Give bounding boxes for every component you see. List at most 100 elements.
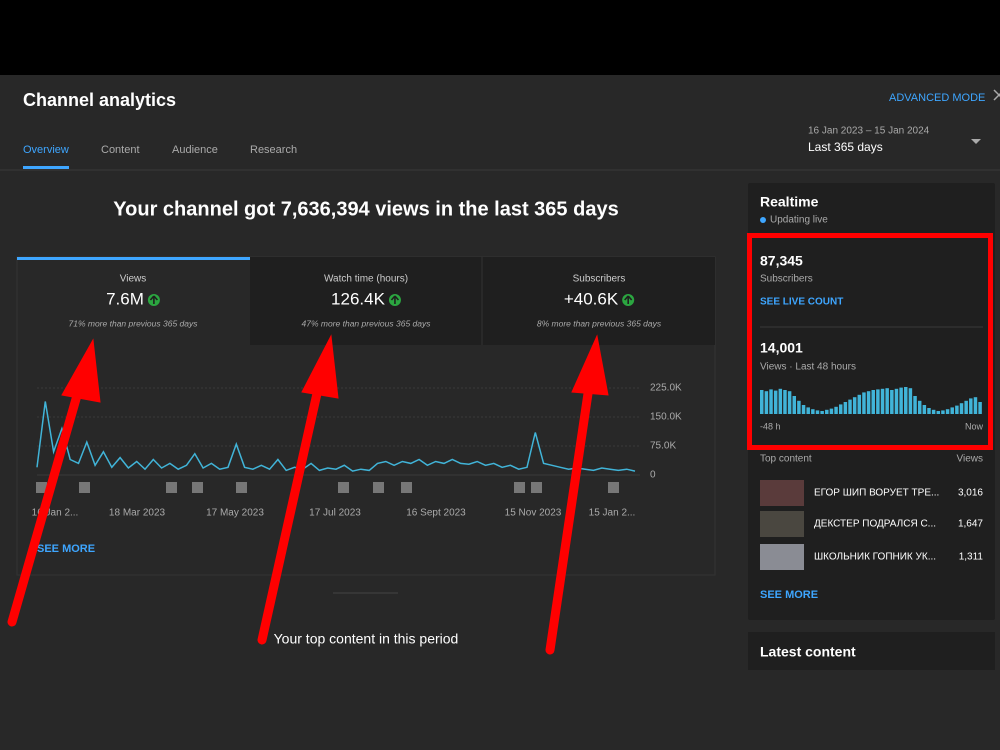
bar [941, 410, 945, 414]
bar [917, 400, 922, 414]
thumbnail[interactable] [760, 544, 804, 570]
item-title[interactable]: ШКОЛЬНИК ГОПНИК УК... [814, 552, 936, 563]
marker[interactable] [338, 482, 349, 493]
bar [973, 397, 978, 414]
see-more[interactable]: SEE MORE [37, 543, 95, 555]
bar [838, 404, 843, 414]
item-views: 1,647 [958, 519, 983, 530]
bar [908, 388, 913, 414]
arrow [7, 380, 85, 627]
item-title[interactable]: ЕГОР ШИП ВОРУЕТ ТРЕ... [814, 488, 939, 499]
bar [880, 388, 885, 414]
realtime-title: Realtime [760, 194, 819, 210]
bar [764, 391, 769, 414]
bar [825, 409, 829, 414]
axis-start: -48 h [760, 421, 781, 431]
bar [797, 400, 801, 414]
arrow [257, 375, 325, 645]
bar [931, 409, 936, 414]
bar [904, 387, 908, 414]
marker[interactable] [373, 482, 384, 493]
tab[interactable]: Research [250, 144, 297, 156]
dropdown-icon[interactable] [971, 139, 981, 144]
subscriber-label: Subscribers [760, 274, 813, 285]
highlight-box [747, 233, 993, 450]
marker[interactable] [514, 482, 525, 493]
metric-label: Watch time (hours) [324, 274, 408, 285]
bar [978, 402, 982, 414]
latest-title: Latest content [760, 644, 856, 660]
bar [927, 408, 931, 414]
up-arrow [149, 295, 159, 304]
marker[interactable] [531, 482, 542, 493]
metric-value: 126.4K [331, 289, 386, 308]
y-tick-label: 0 [650, 470, 656, 481]
tab[interactable]: Audience [172, 144, 218, 156]
bar [787, 391, 792, 414]
tab[interactable]: Content [101, 144, 140, 156]
item-views: 3,016 [958, 488, 983, 499]
period[interactable]: Last 365 days [808, 140, 883, 154]
item-title[interactable]: ДЕКСТЕР ПОДРАЛСЯ С... [814, 519, 936, 530]
bar [820, 411, 824, 414]
subscriber-count: 87,345 [760, 253, 803, 269]
marker[interactable] [166, 482, 177, 493]
y-tick-label: 150.0K [650, 412, 682, 423]
see-more[interactable]: SEE MORE [760, 589, 818, 601]
thumbnail[interactable] [760, 511, 804, 537]
bar [769, 389, 773, 414]
realtime-bars [760, 387, 982, 414]
metric-label: Views [120, 274, 147, 285]
marker[interactable] [192, 482, 203, 493]
bar [843, 402, 848, 414]
video-markers [36, 482, 619, 493]
bar [852, 397, 857, 414]
marker[interactable] [236, 482, 247, 493]
advanced-mode[interactable]: ADVANCED MODE [889, 92, 985, 104]
metric-value: 7.6M [106, 289, 144, 308]
y-tick-label: 75.0K [650, 441, 676, 452]
bar [834, 406, 838, 414]
arrow-head [571, 334, 609, 396]
bar [922, 405, 927, 414]
bar [959, 403, 964, 414]
live-dot [760, 217, 766, 223]
latest-card [748, 632, 995, 670]
live-count-link[interactable]: SEE LIVE COUNT [760, 297, 843, 308]
item-views: 1,311 [959, 552, 984, 563]
marker[interactable] [401, 482, 412, 493]
x-tick-label: 17 May 2023 [206, 508, 264, 519]
metric-label: Subscribers [573, 274, 626, 285]
status: Updating live [770, 215, 828, 226]
thumbnail[interactable] [760, 480, 804, 506]
bar [950, 407, 954, 414]
bar [778, 388, 783, 414]
bar [866, 391, 871, 414]
arrows [7, 334, 609, 655]
marker[interactable] [79, 482, 90, 493]
views-label: Views · Last 48 hours [760, 362, 856, 373]
headline: Your channel got 7,636,394 views in the … [113, 198, 618, 220]
bar [871, 390, 875, 414]
tab[interactable]: Overview [23, 144, 69, 156]
marker[interactable] [36, 482, 47, 493]
bar [969, 398, 973, 414]
bar [773, 390, 778, 414]
top-content-label: Top content [760, 454, 812, 465]
marker[interactable] [608, 482, 619, 493]
close-icon[interactable] [993, 89, 1000, 101]
bar [783, 390, 787, 414]
bar [806, 407, 810, 414]
metric-note: 71% more than previous 365 days [69, 318, 199, 328]
views-column: Views [957, 454, 984, 465]
date-range: 16 Jan 2023 – 15 Jan 2024 [808, 126, 930, 137]
metrics: Views 7.6M 71% more than previous 365 days… [69, 274, 662, 329]
x-tick-label: 15 Jan 2... [589, 508, 636, 519]
bar [955, 405, 959, 414]
x-tick-label: 16 Jan 2... [32, 508, 79, 519]
bar [899, 387, 903, 414]
tab-underline [23, 166, 69, 169]
bar [792, 396, 797, 414]
